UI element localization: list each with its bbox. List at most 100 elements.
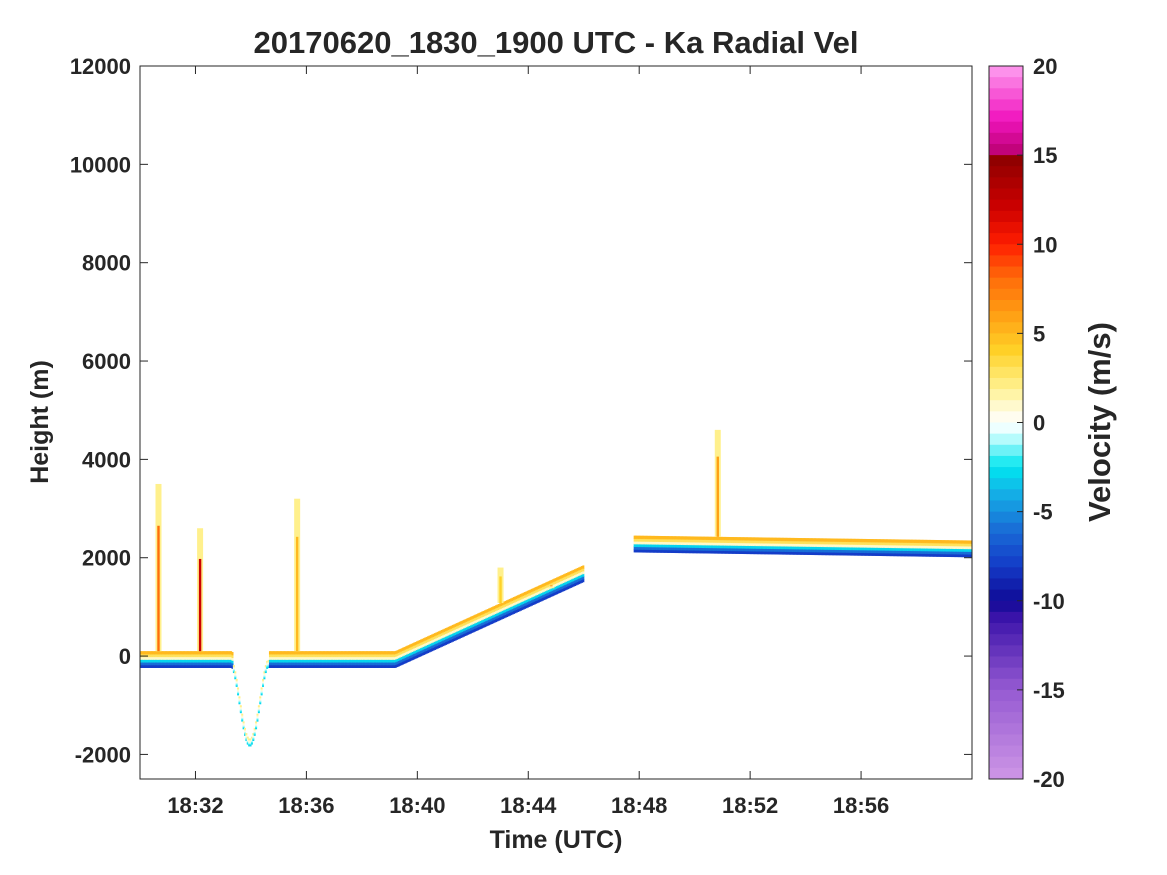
velocity-band-cell [736,547,739,552]
velocity-band-cell [214,656,217,660]
velocity-band-cell [690,549,693,554]
velocity-band-cell [472,628,475,633]
velocity-band-cell [506,608,509,612]
velocity-band-cell [256,713,259,716]
velocity-band-cell [253,730,256,733]
velocity-band-cell [750,548,753,552]
velocity-band-cell [270,659,273,663]
velocity-band-cell [747,550,750,555]
velocity-band-cell [726,550,729,554]
velocity-band-cell [909,539,912,543]
velocity-band-cell [381,656,384,660]
velocity-band-cell [890,552,893,557]
velocity-band-cell [783,543,786,547]
velocity-band-cell [843,552,846,556]
velocity-band-cell [862,552,865,556]
velocity-band-cell [759,548,762,552]
velocity-band-cell [773,545,776,550]
velocity-band-cell [542,597,545,601]
velocity-band-cell [881,547,884,551]
velocity-band-cell [214,659,217,663]
velocity-band-cell [665,544,668,548]
velocity-band-cell [336,653,339,658]
velocity-band-cell [228,656,231,660]
velocity-band-cell [654,541,657,545]
velocity-band-cell [764,542,766,547]
velocity-band-cell [740,545,743,549]
velocity-band-cell [350,664,353,668]
velocity-band-cell [813,538,816,542]
velocity-band-cell [537,591,540,595]
colorbar-swatch [989,199,1023,212]
velocity-band-cell [554,580,557,585]
velocity-band-cell [476,621,479,625]
velocity-band-cell [299,653,302,658]
velocity-band-cell [170,659,173,663]
velocity-band-cell [797,548,800,553]
velocity-band-cell [779,548,782,552]
velocity-band-cell [743,545,746,549]
colorbar-swatch [989,712,1023,724]
velocity-band-cell [666,536,669,540]
velocity-band-cell [234,673,237,676]
velocity-band-cell [521,595,524,600]
velocity-band-cell [334,656,337,660]
velocity-band-cell [281,653,284,658]
velocity-band-cell [887,547,890,551]
velocity-band-cell [708,536,711,540]
velocity-band-cell [723,536,726,541]
velocity-band-cell [364,659,367,663]
velocity-band-cell [291,656,294,660]
velocity-band-cell [205,653,208,658]
velocity-band-cell [346,653,349,658]
velocity-band-cell [463,619,466,624]
velocity-band-cell [510,598,513,602]
velocity-band-cell [214,661,217,666]
velocity-band-cell [913,550,916,554]
velocity-band-cell [859,544,862,548]
velocity-band-cell [142,664,145,668]
velocity-band-cell [962,553,965,558]
velocity-band-cell [940,545,943,549]
velocity-band-cell [403,649,406,654]
velocity-band-cell [397,660,400,664]
velocity-band-cell [503,612,506,616]
velocity-band-cell [849,544,852,548]
velocity-band-cell [463,633,466,637]
velocity-band-cell [965,548,968,552]
velocity-band-cell [489,610,492,614]
velocity-band-cell [967,553,970,558]
velocity-band-cell [856,544,859,548]
velocity-band-cell [537,585,540,589]
velocity-band-cell [313,661,316,666]
velocity-band-cell [163,661,166,666]
velocity-band-cell [259,701,262,704]
velocity-band-cell [323,656,326,660]
velocity-band-cell [152,651,155,655]
velocity-band-cell [314,651,317,655]
colorbar-swatch [989,701,1023,713]
velocity-band-cell [834,549,837,553]
velocity-band-cell [356,653,359,658]
velocity-band-cell [335,661,338,666]
velocity-band-cell [524,597,527,601]
velocity-band-cell [281,664,284,668]
velocity-band-cell [245,739,248,742]
velocity-band-cell [281,659,284,663]
velocity-band-cell [820,551,823,556]
velocity-band-cell [164,656,167,660]
velocity-band-cell [970,548,972,552]
velocity-band-cell [324,653,327,658]
velocity-band-cell [356,656,359,660]
velocity-band-cell [532,596,535,600]
velocity-band-cell [170,653,173,658]
velocity-band-cell [721,544,723,549]
velocity-band-cell [795,543,798,547]
velocity-band-cell [517,605,520,610]
velocity-band-cell [880,547,883,551]
velocity-band-cell [470,627,473,631]
velocity-band-cell [833,538,836,542]
velocity-band-cell [201,653,203,658]
velocity-band-cell [497,617,500,621]
velocity-band-cell [213,653,216,658]
